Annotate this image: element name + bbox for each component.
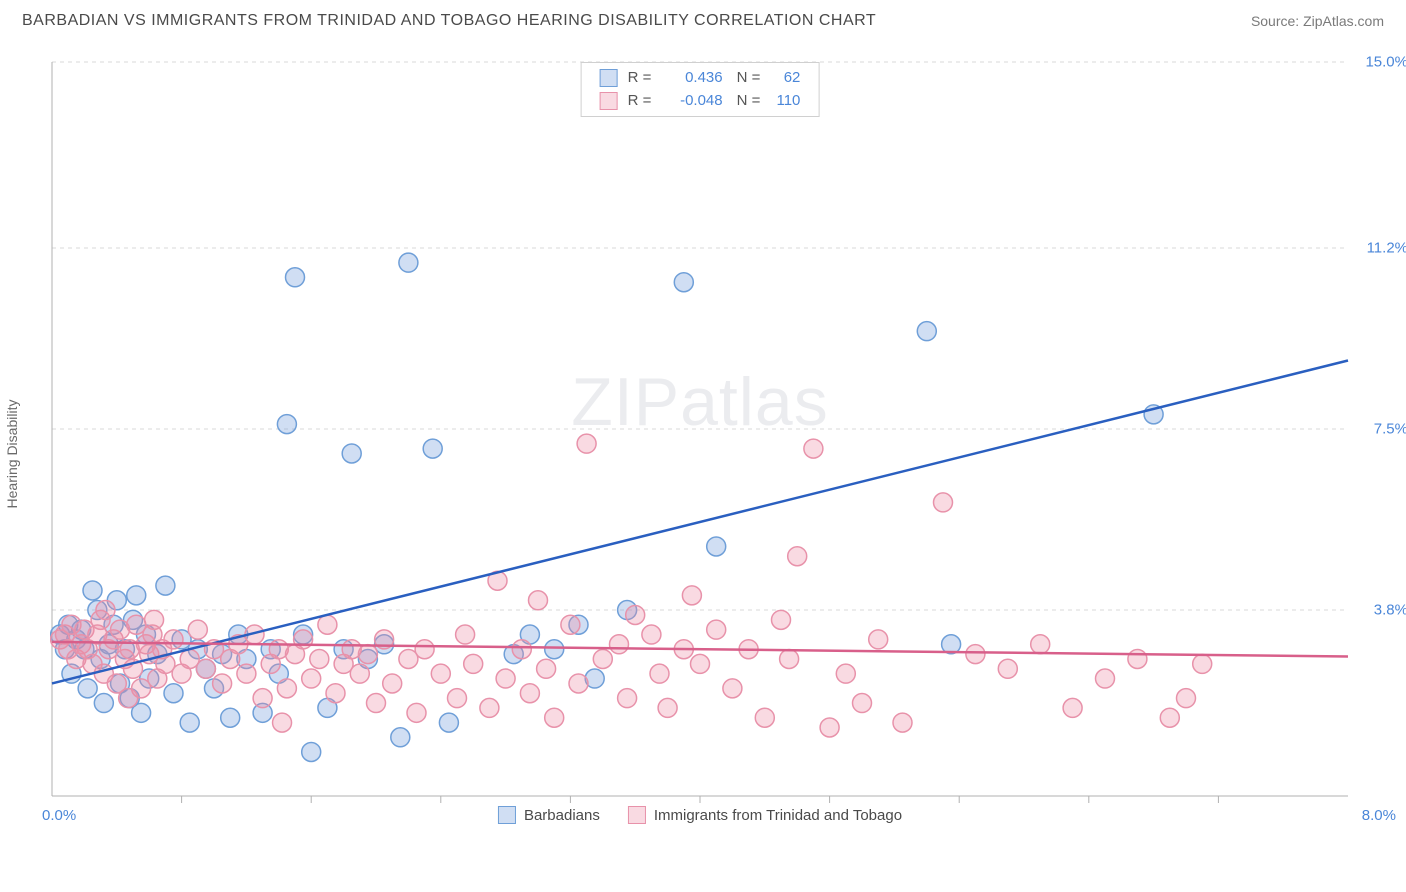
legend-row-barbadians: R = 0.436 N = 62	[600, 67, 801, 90]
y-tick-label: 15.0%	[1365, 54, 1406, 71]
legend-label-barbadians: Barbadians	[524, 807, 600, 824]
y-tick-label: 7.5%	[1374, 421, 1406, 438]
swatch-barbadians	[498, 806, 516, 824]
y-tick-label: 3.8%	[1374, 602, 1406, 619]
correlation-legend: R = 0.436 N = 62 R = -0.048 N = 110	[581, 62, 820, 117]
chart-title: BARBADIAN VS IMMIGRANTS FROM TRINIDAD AN…	[22, 12, 876, 30]
n-label: N =	[737, 67, 761, 90]
chart-container: ZIPatlas R = 0.436 N = 62 R = -0.048 N =…	[50, 56, 1350, 824]
swatch-trinidad	[600, 92, 618, 110]
r-label: R =	[628, 90, 658, 113]
series-legend: Barbadians Immigrants from Trinidad and …	[498, 806, 902, 824]
legend-item-trinidad: Immigrants from Trinidad and Tobago	[628, 806, 902, 824]
n-value-trinidad: 110	[770, 90, 800, 113]
swatch-barbadians	[600, 69, 618, 87]
y-tick-label: 11.2%	[1367, 239, 1406, 256]
n-label: N =	[737, 90, 761, 113]
r-value-trinidad: -0.048	[668, 90, 723, 113]
legend-row-trinidad: R = -0.048 N = 110	[600, 90, 801, 113]
source-attribution: Source: ZipAtlas.com	[1251, 13, 1384, 29]
x-axis-max-label: 8.0%	[1362, 807, 1396, 824]
swatch-trinidad	[628, 806, 646, 824]
r-value-barbadians: 0.436	[668, 67, 723, 90]
scatter-plot	[50, 56, 1350, 824]
r-label: R =	[628, 67, 658, 90]
legend-item-barbadians: Barbadians	[498, 806, 600, 824]
n-value-barbadians: 62	[770, 67, 800, 90]
x-axis-origin-label: 0.0%	[42, 807, 76, 824]
legend-label-trinidad: Immigrants from Trinidad and Tobago	[654, 807, 902, 824]
y-axis-label: Hearing Disability	[4, 400, 20, 509]
